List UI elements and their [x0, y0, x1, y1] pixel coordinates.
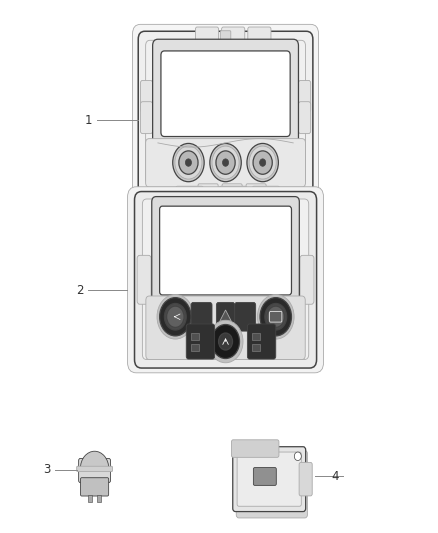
- Circle shape: [247, 143, 279, 182]
- FancyBboxPatch shape: [159, 206, 291, 295]
- FancyBboxPatch shape: [134, 191, 317, 368]
- FancyBboxPatch shape: [152, 39, 298, 148]
- FancyBboxPatch shape: [146, 296, 305, 360]
- Circle shape: [185, 159, 191, 166]
- Text: 2: 2: [76, 284, 84, 297]
- Circle shape: [249, 146, 276, 179]
- FancyBboxPatch shape: [137, 255, 151, 304]
- Circle shape: [208, 320, 243, 363]
- FancyBboxPatch shape: [146, 139, 305, 187]
- FancyBboxPatch shape: [81, 478, 109, 496]
- FancyBboxPatch shape: [222, 27, 245, 43]
- Bar: [97, 495, 101, 502]
- Bar: [252, 344, 260, 351]
- FancyBboxPatch shape: [142, 199, 309, 360]
- FancyBboxPatch shape: [152, 197, 299, 304]
- Circle shape: [164, 303, 186, 330]
- FancyBboxPatch shape: [246, 184, 266, 197]
- FancyBboxPatch shape: [300, 255, 314, 304]
- Circle shape: [294, 452, 301, 461]
- FancyBboxPatch shape: [298, 80, 311, 112]
- FancyBboxPatch shape: [220, 31, 231, 41]
- Circle shape: [212, 146, 239, 179]
- Polygon shape: [218, 144, 233, 160]
- Text: 1: 1: [85, 114, 92, 127]
- Circle shape: [157, 294, 194, 339]
- FancyBboxPatch shape: [221, 190, 230, 200]
- FancyBboxPatch shape: [146, 41, 305, 184]
- FancyBboxPatch shape: [299, 463, 312, 496]
- FancyBboxPatch shape: [236, 450, 307, 518]
- Circle shape: [265, 303, 287, 330]
- FancyBboxPatch shape: [186, 324, 215, 359]
- FancyBboxPatch shape: [235, 302, 256, 331]
- Bar: [252, 333, 260, 341]
- FancyBboxPatch shape: [141, 80, 152, 112]
- Wedge shape: [81, 451, 109, 469]
- Circle shape: [260, 159, 266, 166]
- FancyBboxPatch shape: [248, 27, 271, 43]
- Circle shape: [212, 325, 240, 359]
- FancyBboxPatch shape: [219, 186, 247, 203]
- FancyBboxPatch shape: [216, 302, 235, 331]
- Circle shape: [267, 306, 285, 327]
- Polygon shape: [220, 310, 231, 321]
- Bar: [88, 495, 92, 502]
- FancyBboxPatch shape: [231, 440, 279, 457]
- FancyBboxPatch shape: [222, 184, 242, 197]
- FancyBboxPatch shape: [176, 186, 203, 203]
- FancyBboxPatch shape: [138, 31, 313, 193]
- FancyBboxPatch shape: [133, 25, 318, 200]
- Circle shape: [223, 159, 229, 166]
- FancyBboxPatch shape: [141, 102, 152, 134]
- Circle shape: [159, 297, 191, 336]
- FancyBboxPatch shape: [77, 466, 113, 472]
- FancyBboxPatch shape: [198, 184, 218, 197]
- Bar: [191, 344, 199, 351]
- Circle shape: [219, 333, 233, 350]
- FancyBboxPatch shape: [254, 467, 276, 486]
- Circle shape: [166, 306, 184, 327]
- Circle shape: [210, 143, 241, 182]
- FancyBboxPatch shape: [237, 452, 301, 506]
- Bar: [191, 333, 199, 341]
- FancyBboxPatch shape: [191, 302, 212, 331]
- Circle shape: [253, 151, 272, 174]
- Circle shape: [216, 151, 235, 174]
- Text: 4: 4: [332, 470, 339, 483]
- Circle shape: [258, 294, 294, 339]
- FancyBboxPatch shape: [161, 51, 290, 136]
- FancyBboxPatch shape: [298, 102, 311, 134]
- FancyBboxPatch shape: [252, 186, 280, 203]
- Circle shape: [179, 151, 198, 174]
- FancyBboxPatch shape: [195, 27, 219, 43]
- FancyBboxPatch shape: [127, 187, 324, 373]
- Circle shape: [175, 146, 202, 179]
- FancyBboxPatch shape: [79, 458, 110, 482]
- Circle shape: [260, 297, 291, 336]
- FancyBboxPatch shape: [233, 447, 306, 512]
- FancyBboxPatch shape: [247, 324, 276, 359]
- Circle shape: [173, 143, 204, 182]
- Text: 3: 3: [43, 463, 51, 476]
